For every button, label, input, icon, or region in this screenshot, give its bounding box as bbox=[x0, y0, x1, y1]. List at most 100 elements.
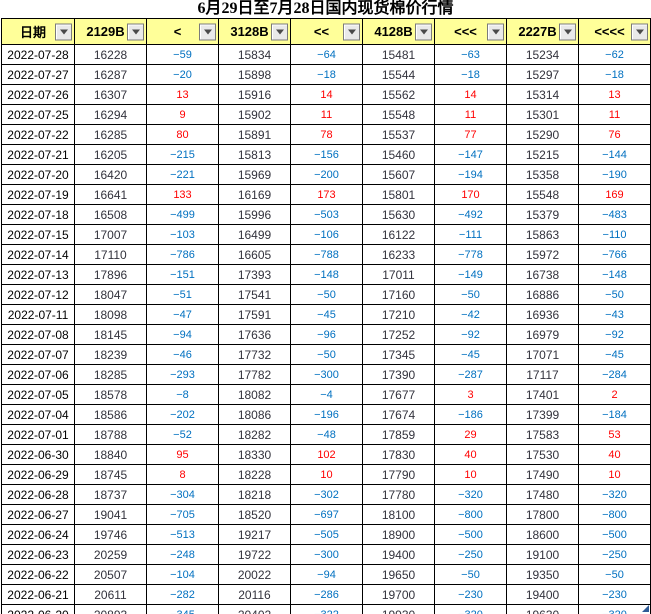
price-cell[interactable]: 17782 bbox=[218, 364, 291, 385]
change-cell[interactable]: −800 bbox=[434, 504, 507, 525]
column-header-chg2[interactable]: << bbox=[290, 18, 363, 45]
change-cell[interactable]: −144 bbox=[578, 144, 651, 165]
change-cell[interactable]: −196 bbox=[290, 404, 363, 425]
change-cell[interactable]: −111 bbox=[434, 224, 507, 245]
change-cell[interactable]: 11 bbox=[290, 104, 363, 125]
price-cell[interactable]: 15234 bbox=[506, 44, 579, 65]
change-cell[interactable]: −45 bbox=[434, 344, 507, 365]
change-cell[interactable]: −221 bbox=[146, 164, 219, 185]
change-cell[interactable]: −47 bbox=[146, 304, 219, 325]
price-cell[interactable]: 18900 bbox=[362, 524, 435, 545]
price-cell[interactable]: 17252 bbox=[362, 324, 435, 345]
change-cell[interactable]: −322 bbox=[290, 604, 363, 614]
price-cell[interactable]: 16228 bbox=[74, 44, 147, 65]
price-cell[interactable]: 18228 bbox=[218, 464, 291, 485]
price-cell[interactable]: 18520 bbox=[218, 504, 291, 525]
price-cell[interactable]: 18282 bbox=[218, 424, 291, 445]
price-cell[interactable]: 16287 bbox=[74, 64, 147, 85]
price-cell[interactable]: 18098 bbox=[74, 304, 147, 325]
price-cell[interactable]: 17583 bbox=[506, 424, 579, 445]
change-cell[interactable]: −320 bbox=[578, 484, 651, 505]
change-cell[interactable]: −151 bbox=[146, 264, 219, 285]
change-cell[interactable]: −18 bbox=[434, 64, 507, 85]
date-cell[interactable]: 2022-06-21 bbox=[1, 584, 75, 605]
change-cell[interactable]: −505 bbox=[290, 524, 363, 545]
change-cell[interactable]: −184 bbox=[578, 404, 651, 425]
filter-dropdown-chg4[interactable] bbox=[631, 23, 648, 40]
change-cell[interactable]: −96 bbox=[290, 324, 363, 345]
change-cell[interactable]: −320 bbox=[434, 484, 507, 505]
date-cell[interactable]: 2022-07-15 bbox=[1, 224, 75, 245]
price-cell[interactable]: 17399 bbox=[506, 404, 579, 425]
price-cell[interactable]: 16886 bbox=[506, 284, 579, 305]
price-cell[interactable]: 17780 bbox=[362, 484, 435, 505]
change-cell[interactable]: −503 bbox=[290, 204, 363, 225]
price-cell[interactable]: 15314 bbox=[506, 84, 579, 105]
change-cell[interactable]: −293 bbox=[146, 364, 219, 385]
change-cell[interactable]: 11 bbox=[434, 104, 507, 125]
price-cell[interactable]: 20507 bbox=[74, 564, 147, 585]
date-cell[interactable]: 2022-07-01 bbox=[1, 424, 75, 445]
change-cell[interactable]: −300 bbox=[290, 364, 363, 385]
price-cell[interactable]: 17007 bbox=[74, 224, 147, 245]
price-cell[interactable]: 15290 bbox=[506, 124, 579, 145]
price-cell[interactable]: 15630 bbox=[362, 204, 435, 225]
date-cell[interactable]: 2022-07-22 bbox=[1, 124, 75, 145]
change-cell[interactable]: −766 bbox=[578, 244, 651, 265]
change-cell[interactable]: −250 bbox=[578, 544, 651, 565]
price-cell[interactable]: 16169 bbox=[218, 184, 291, 205]
price-cell[interactable]: 19746 bbox=[74, 524, 147, 545]
price-cell[interactable]: 16605 bbox=[218, 244, 291, 265]
change-cell[interactable]: 102 bbox=[290, 444, 363, 465]
change-cell[interactable]: 29 bbox=[434, 424, 507, 445]
price-cell[interactable]: 18285 bbox=[74, 364, 147, 385]
price-cell[interactable]: 18840 bbox=[74, 444, 147, 465]
price-cell[interactable]: 15972 bbox=[506, 244, 579, 265]
price-cell[interactable]: 17071 bbox=[506, 344, 579, 365]
change-cell[interactable]: −52 bbox=[146, 424, 219, 445]
change-cell[interactable]: −697 bbox=[290, 504, 363, 525]
change-cell[interactable]: −788 bbox=[290, 244, 363, 265]
column-header-chg4[interactable]: <<<< bbox=[578, 18, 651, 45]
filter-dropdown-2129b[interactable] bbox=[127, 23, 144, 40]
date-cell[interactable]: 2022-07-08 bbox=[1, 324, 75, 345]
price-cell[interactable]: 17490 bbox=[506, 464, 579, 485]
price-cell[interactable]: 17401 bbox=[506, 384, 579, 405]
price-cell[interactable]: 15537 bbox=[362, 124, 435, 145]
change-cell[interactable]: 14 bbox=[290, 84, 363, 105]
change-cell[interactable]: 53 bbox=[578, 424, 651, 445]
price-cell[interactable]: 15969 bbox=[218, 164, 291, 185]
change-cell[interactable]: −500 bbox=[578, 524, 651, 545]
change-cell[interactable]: −94 bbox=[290, 564, 363, 585]
change-cell[interactable]: 77 bbox=[434, 124, 507, 145]
date-cell[interactable]: 2022-06-20 bbox=[1, 604, 75, 614]
change-cell[interactable]: −286 bbox=[290, 584, 363, 605]
price-cell[interactable]: 18600 bbox=[506, 524, 579, 545]
change-cell[interactable]: −250 bbox=[434, 544, 507, 565]
change-cell[interactable]: −63 bbox=[434, 44, 507, 65]
filter-dropdown-chg3[interactable] bbox=[487, 23, 504, 40]
date-cell[interactable]: 2022-07-05 bbox=[1, 384, 75, 405]
change-cell[interactable]: 10 bbox=[290, 464, 363, 485]
price-cell[interactable]: 17345 bbox=[362, 344, 435, 365]
change-cell[interactable]: −50 bbox=[578, 284, 651, 305]
date-cell[interactable]: 2022-07-20 bbox=[1, 164, 75, 185]
price-cell[interactable]: 20402 bbox=[218, 604, 291, 614]
change-cell[interactable]: −705 bbox=[146, 504, 219, 525]
change-cell[interactable]: 40 bbox=[434, 444, 507, 465]
price-cell[interactable]: 20022 bbox=[218, 564, 291, 585]
change-cell[interactable]: −43 bbox=[578, 304, 651, 325]
change-cell[interactable]: 14 bbox=[434, 84, 507, 105]
price-cell[interactable]: 19722 bbox=[218, 544, 291, 565]
date-cell[interactable]: 2022-06-27 bbox=[1, 504, 75, 525]
change-cell[interactable]: −104 bbox=[146, 564, 219, 585]
column-header-date[interactable]: 日期 bbox=[1, 18, 75, 45]
change-cell[interactable]: −59 bbox=[146, 44, 219, 65]
price-cell[interactable]: 17591 bbox=[218, 304, 291, 325]
change-cell[interactable]: 10 bbox=[578, 464, 651, 485]
date-cell[interactable]: 2022-06-22 bbox=[1, 564, 75, 585]
change-cell[interactable]: −190 bbox=[578, 164, 651, 185]
price-cell[interactable]: 19650 bbox=[362, 564, 435, 585]
price-cell[interactable]: 18788 bbox=[74, 424, 147, 445]
column-header-2129b[interactable]: 2129B bbox=[74, 18, 147, 45]
